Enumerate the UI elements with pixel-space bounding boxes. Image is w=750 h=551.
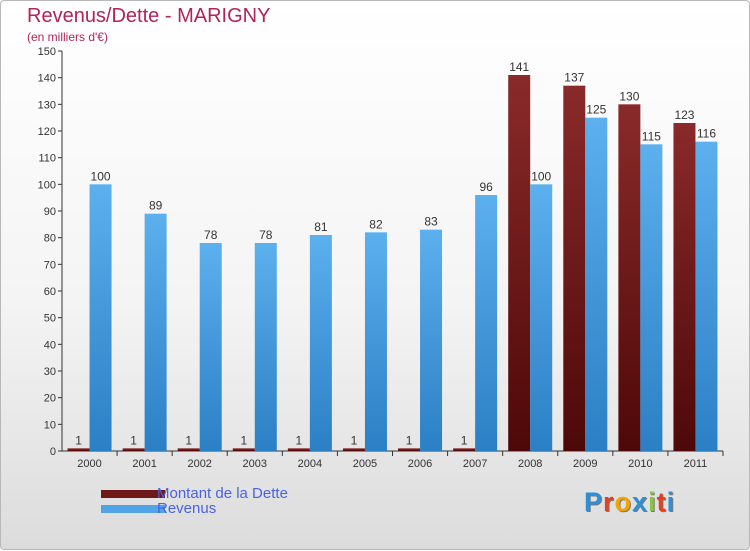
revenue-value-label: 96 [479,180,493,194]
y-tick-label: 140 [38,73,56,85]
revenue-bar [254,243,277,451]
debt-bar [453,448,476,451]
revenue-value-label: 83 [424,215,438,229]
revenue-bar [89,184,112,452]
logo-letter: P [584,487,604,517]
revenue-bar [640,144,663,452]
legend-swatch-debt [101,490,165,498]
legend-swatch-revenue [101,505,165,513]
x-tick-label: 2005 [353,458,377,470]
revenue-value-label: 115 [642,129,661,143]
x-tick-label: 2008 [518,458,542,470]
logo-letter: i [648,487,657,517]
revenue-value-label: 125 [586,103,606,117]
debt-bar [673,123,696,451]
revenue-bar [199,243,222,451]
chart-subtitle: (en milliers d'€) [27,30,108,44]
revenue-value-label: 89 [149,199,163,213]
x-tick-label: 2001 [132,458,156,470]
y-tick-label: 50 [44,313,56,325]
revenue-value-label: 81 [314,220,328,234]
x-tick-label: 2006 [408,458,432,470]
debt-value-label: 130 [619,89,639,103]
x-tick-label: 2010 [628,458,652,470]
legend-label-revenue: Revenus [157,500,217,517]
logo-letter: r [603,487,615,517]
revenue-bar [530,184,553,452]
y-tick-label: 30 [44,366,56,378]
x-tick-label: 2009 [573,458,597,470]
proxiti-logo: Proxiti [584,487,675,518]
debt-bar [287,448,310,451]
debt-bar [508,75,531,451]
revenue-bar [144,213,167,451]
revenue-bar [364,232,387,451]
y-tick-label: 60 [44,286,56,298]
debt-value-label: 1 [461,433,468,447]
logo-letter: o [614,487,633,517]
debt-value-label: 141 [509,60,529,74]
debt-bar [122,448,145,451]
debt-bar [563,85,586,452]
chart-title: Revenus/Dette - MARIGNY [27,5,271,27]
debt-bar [398,448,421,451]
debt-value-label: 123 [674,108,694,122]
revenue-value-label: 78 [259,228,273,242]
revenue-bar [309,235,332,451]
debt-value-label: 1 [351,433,358,447]
debt-value-label: 1 [130,433,137,447]
revenue-bar [695,141,718,451]
revenue-bar [420,229,443,451]
y-tick-label: 40 [44,339,56,351]
debt-value-label: 1 [240,433,247,447]
debt-bar [177,448,200,451]
y-tick-label: 80 [44,233,56,245]
debt-bar [618,104,641,451]
debt-bar [67,448,90,451]
revenue-bar [475,195,498,451]
debt-value-label: 1 [406,433,413,447]
revenue-value-label: 116 [697,127,716,141]
legend-label-debt: Montant de la Dette [157,485,288,502]
y-tick-label: 110 [38,153,56,165]
revenue-bar [585,117,608,452]
y-tick-label: 0 [50,446,56,458]
debt-value-label: 1 [185,433,192,447]
y-tick-label: 70 [44,259,56,271]
x-tick-label: 2007 [463,458,487,470]
x-tick-label: 2003 [243,458,267,470]
y-tick-label: 100 [38,179,56,191]
debt-value-label: 1 [296,433,303,447]
logo-letter: i [666,487,676,517]
x-tick-label: 2002 [187,458,211,470]
y-tick-label: 90 [44,206,56,218]
x-tick-label: 2011 [684,458,708,470]
revenue-value-label: 100 [531,169,551,183]
x-tick-label: 2004 [298,458,322,470]
y-tick-label: 150 [38,46,56,58]
debt-value-label: 1 [75,433,82,447]
debt-bar [342,448,365,451]
logo-letter: x [632,487,649,517]
y-tick-label: 10 [44,419,56,431]
logo-letter: t [656,487,667,517]
y-tick-label: 120 [38,126,56,138]
revenue-value-label: 78 [204,228,218,242]
revenue-value-label: 100 [91,169,111,183]
revenue-value-label: 82 [369,217,383,231]
y-tick-label: 20 [44,393,56,405]
y-tick-label: 130 [38,99,56,111]
x-tick-label: 2000 [77,458,101,470]
debt-value-label: 137 [564,71,584,85]
debt-bar [232,448,255,451]
